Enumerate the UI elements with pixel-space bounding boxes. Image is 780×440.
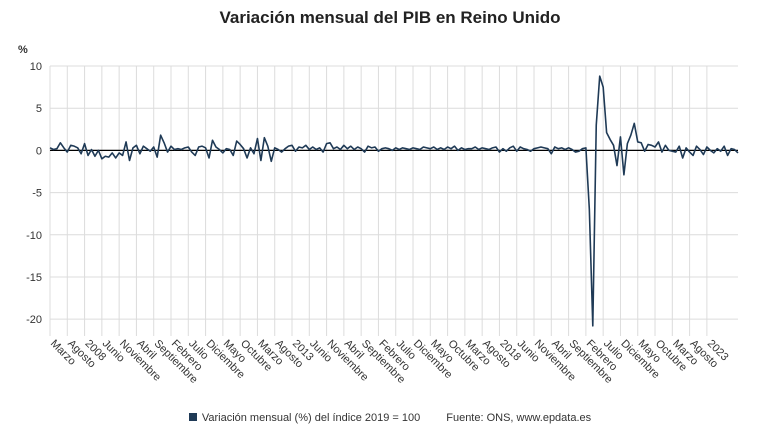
- legend-label: Variación mensual (%) del índice 2019 = …: [201, 412, 421, 424]
- y-tick-label: -5: [32, 188, 42, 200]
- legend: Variación mensual (%) del índice 2019 = …: [0, 412, 780, 424]
- series-line: [49, 75, 739, 327]
- series-group: [49, 75, 739, 327]
- y-tick-label: 5: [36, 103, 42, 115]
- y-tick-labels: 10 5 0 -5 -10 -15 -20: [26, 61, 42, 326]
- y-tick-label: -10: [26, 230, 42, 242]
- grid-lines: [49, 65, 738, 336]
- y-tick-label: 0: [36, 145, 42, 157]
- y-tick-label: -20: [26, 314, 42, 326]
- y-axis-unit: %: [18, 44, 28, 56]
- y-tick-label: -15: [26, 272, 42, 284]
- source-text: Fuente: ONS, www.epdata.es: [446, 412, 592, 424]
- legend-swatch: [188, 413, 197, 421]
- x-tick-labels: MarzoAgosto2008JunioNoviembreAbrilSeptie…: [48, 338, 731, 386]
- chart-title: Variación mensual del PIB en Reino Unido: [219, 8, 561, 27]
- y-tick-label: 10: [30, 61, 42, 73]
